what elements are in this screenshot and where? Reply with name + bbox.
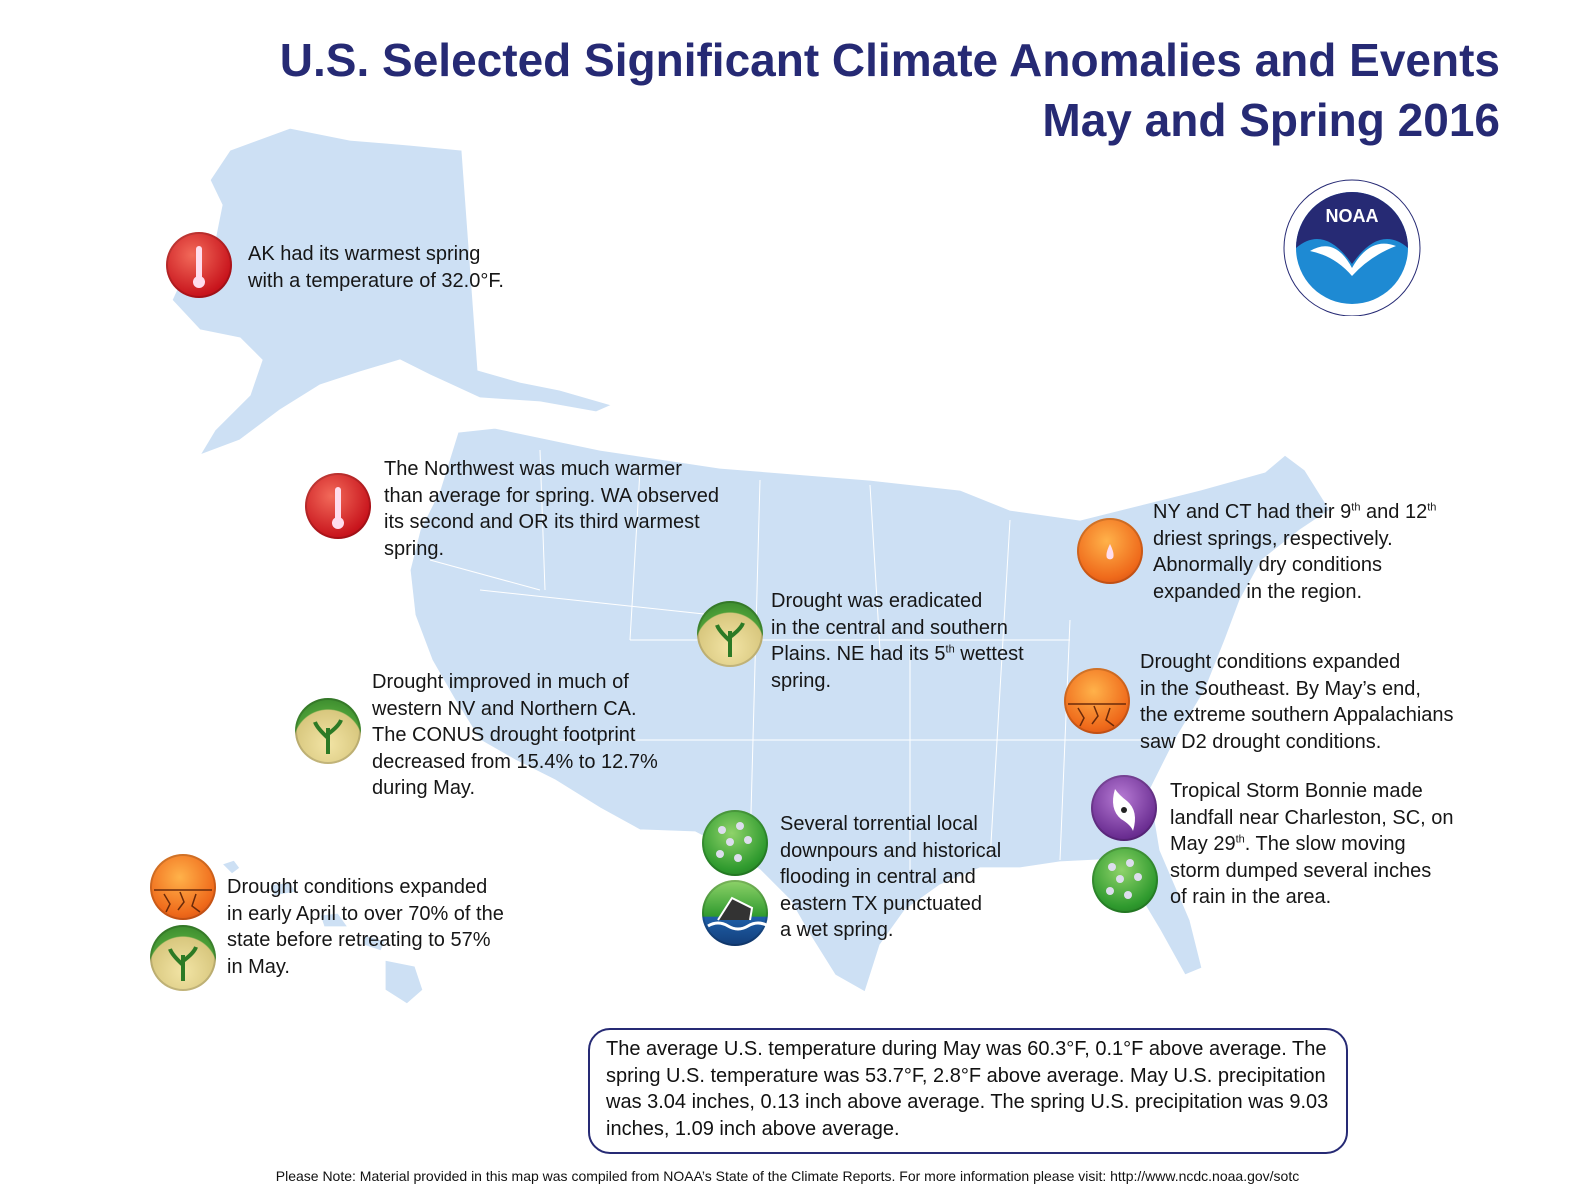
- warm-thermometer-icon: [305, 473, 371, 539]
- drought-icon: [150, 854, 216, 920]
- annotation-line: in May.: [227, 955, 290, 978]
- text: May 29: [1170, 833, 1236, 855]
- heavy-rain-icon: [702, 810, 768, 876]
- noaa-logo-text: NOAA: [1326, 206, 1379, 226]
- annotation-line: The Northwest was much warmer: [384, 458, 682, 480]
- summary-line: inches, 1.09 inch above average.: [606, 1117, 900, 1140]
- text: . The slow moving: [1244, 833, 1406, 855]
- annotation-line: with a temperature of 32.0°F.: [248, 269, 504, 292]
- annotation-texas: Several torrential local downpours and h…: [780, 811, 1001, 944]
- heavy-rain-icon: [1092, 847, 1158, 913]
- annotation-line: Drought conditions expanded: [227, 876, 488, 898]
- annotation-line: expanded in the region.: [1153, 580, 1363, 603]
- summary-line: The average U.S. temperature during May …: [606, 1038, 1327, 1060]
- annotation-line: downpours and historical: [780, 839, 1002, 862]
- page-subtitle: May and Spring 2016: [1042, 94, 1500, 146]
- annotation-line: Drought conditions expanded: [1140, 651, 1401, 673]
- annotation-line: May 29th. The slow moving: [1170, 831, 1454, 858]
- annotation-line: saw D2 drought conditions.: [1140, 730, 1382, 753]
- annotation-line: in the Southeast. By May’s end,: [1140, 677, 1421, 700]
- annotation-line: of rain in the area.: [1170, 886, 1332, 908]
- summary-line: spring U.S. temperature was 53.7°F, 2.8°…: [606, 1064, 1326, 1087]
- summary-line: was 3.04 inches, 0.13 inch above average…: [606, 1091, 1329, 1113]
- annotation-line: a wet spring.: [780, 919, 894, 941]
- superscript: th: [1351, 501, 1361, 514]
- annotation-line: in the central and southern: [771, 616, 1008, 639]
- hawaii-shape: [220, 859, 424, 1005]
- annotation-line: the extreme southern Appalachians: [1140, 704, 1454, 726]
- annotation-southeast: Drought conditions expanded in the South…: [1140, 649, 1454, 755]
- superscript: th: [1235, 833, 1245, 846]
- noaa-logo: NOAA: [1280, 176, 1430, 317]
- annotation-line: The CONUS drought footprint: [372, 724, 636, 746]
- annotation-line: Drought was eradicated: [771, 590, 983, 612]
- annotation-northeast: NY and CT had their 9th and 12th driest …: [1153, 499, 1436, 605]
- footnote: Please Note: Material provided in this m…: [275, 1168, 1300, 1184]
- text: wettest: [954, 643, 1024, 665]
- annotation-line: spring.: [771, 669, 832, 692]
- annotation-plains: Drought was eradicated in the central an…: [771, 588, 1024, 694]
- annotation-line: state before retreating to 57%: [227, 929, 491, 951]
- text: and 12: [1360, 501, 1428, 523]
- annotation-line: AK had its warmest spring: [248, 243, 481, 265]
- annotation-line: decreased from 15.4% to 12.7%: [372, 750, 658, 773]
- annotation-hawaii: Drought conditions expanded in early Apr…: [227, 874, 504, 980]
- annotation-line: in early April to over 70% of the: [227, 902, 504, 925]
- annotation-line: western NV and Northern CA.: [372, 697, 637, 720]
- text: Plains. NE had its 5: [771, 643, 946, 665]
- flooding-icon: [702, 880, 769, 946]
- annotation-line: driest springs, respectively.: [1153, 527, 1393, 550]
- drought-improved-icon: [150, 925, 216, 991]
- annotation-line: Plains. NE had its 5th wettest: [771, 641, 1024, 668]
- annotation-alaska: AK had its warmest spring with a tempera…: [248, 241, 504, 294]
- warm-thermometer-icon: [166, 232, 232, 298]
- dry-sun-drop-icon: [1077, 518, 1143, 584]
- tropical-storm-icon: [1091, 775, 1157, 841]
- annotation-line: storm dumped several inches: [1170, 859, 1432, 882]
- drought-improved-icon: [295, 698, 361, 764]
- drought-improved-icon: [697, 601, 763, 667]
- annotation-line: during May.: [372, 777, 476, 799]
- alaska-shape: [171, 127, 614, 457]
- annotation-northwest: The Northwest was much warmer than avera…: [384, 456, 719, 562]
- text: NY and CT had their 9: [1153, 501, 1352, 523]
- annotation-line: Several torrential local: [780, 813, 978, 835]
- annotation-line: flooding in central and: [780, 866, 976, 888]
- annotation-line: its second and OR its third warmest: [384, 511, 700, 533]
- annotation-line: Drought improved in much of: [372, 671, 629, 693]
- annotation-line: spring.: [384, 537, 445, 560]
- annotation-line: Tropical Storm Bonnie made: [1170, 780, 1423, 802]
- annotation-line: landfall near Charleston, SC, on: [1170, 806, 1454, 829]
- annotation-line: Abnormally dry conditions: [1153, 554, 1382, 576]
- annotation-line: NY and CT had their 9th and 12th: [1153, 499, 1436, 526]
- summary-box: The average U.S. temperature during May …: [588, 1028, 1349, 1154]
- annotation-bonnie: Tropical Storm Bonnie made landfall near…: [1170, 778, 1454, 911]
- superscript: th: [945, 643, 955, 656]
- annotation-line: than average for spring. WA observed: [384, 484, 719, 507]
- superscript: th: [1427, 501, 1437, 514]
- drought-icon: [1064, 668, 1130, 734]
- annotation-west: Drought improved in much of western NV a…: [372, 669, 658, 802]
- annotation-line: eastern TX punctuated: [780, 892, 982, 915]
- page-title: U.S. Selected Significant Climate Anomal…: [279, 34, 1500, 86]
